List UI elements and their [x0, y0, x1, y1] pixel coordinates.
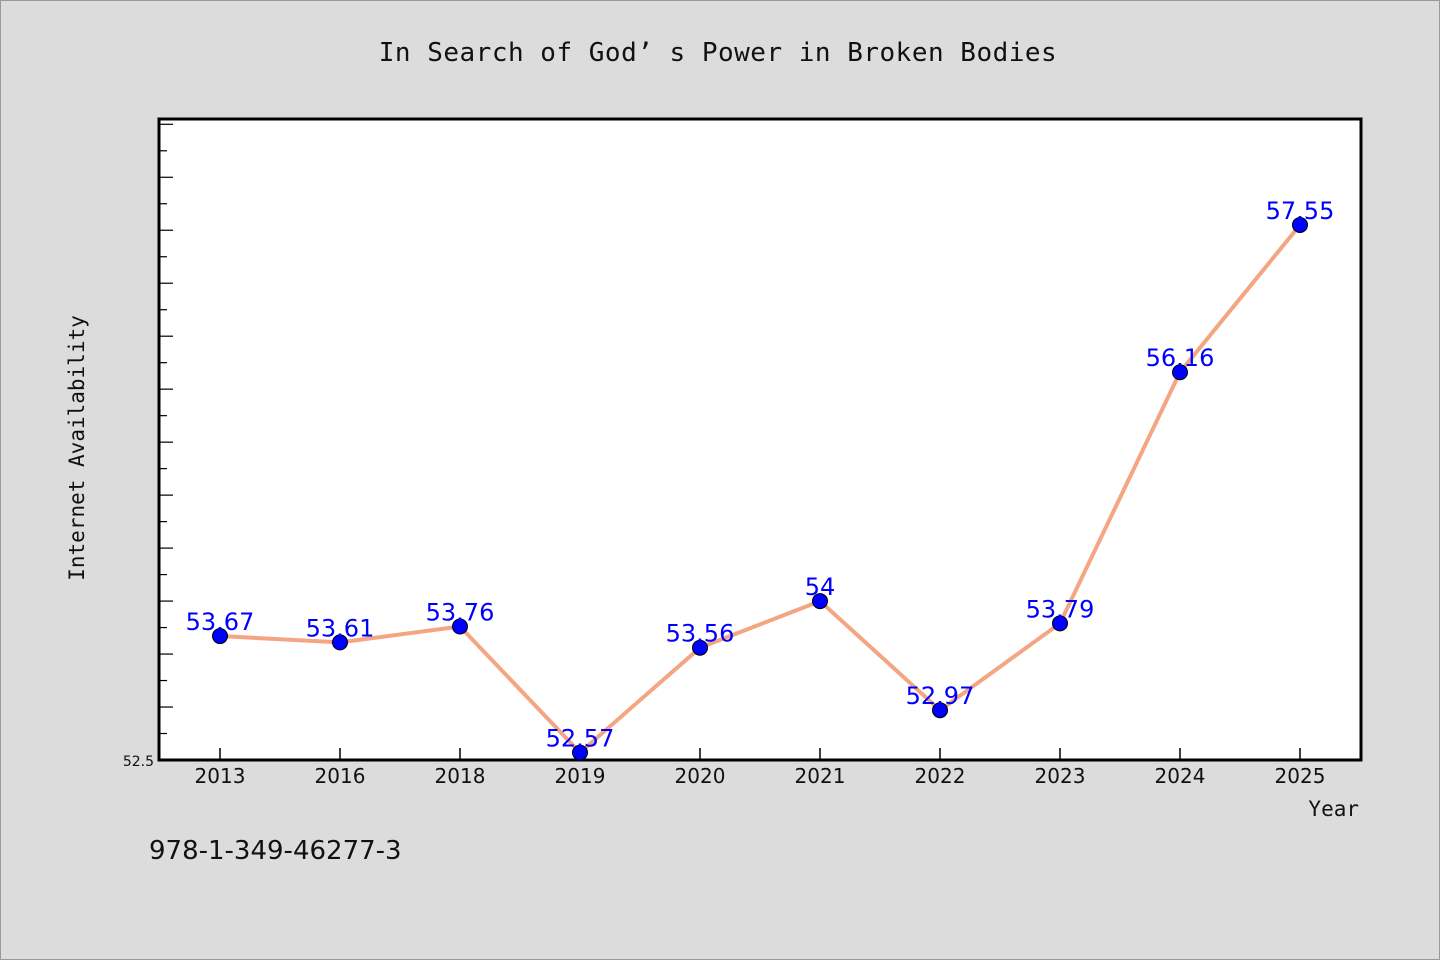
isbn-text: 978-1-349-46277-3: [149, 836, 402, 866]
data-label: 53.61: [306, 614, 375, 642]
data-point: [572, 744, 588, 761]
x-tick-label: 2013: [195, 764, 246, 788]
data-label: 53.56: [666, 620, 735, 648]
y-axis-label: Internet Availability: [65, 315, 89, 581]
x-tick-label: 2022: [915, 764, 966, 788]
data-labels: 53.67 53.61 53.76 52.57 53.56 54 52.97 53.79 56.…: [186, 197, 1335, 753]
y-axis-ticks: [159, 123, 173, 735]
x-axis-ticks: 2013 2016 2018 2019 2020 2021 2022 2023 2024 2025: [195, 748, 1326, 788]
data-label: 53.79: [1026, 595, 1095, 623]
data-label: 53.76: [426, 599, 495, 627]
data-point: [932, 702, 948, 719]
data-point: [692, 639, 708, 656]
data-point: [452, 618, 468, 635]
data-label: 52.57: [546, 725, 615, 753]
data-point: [332, 634, 348, 651]
x-tick-label: 2023: [1035, 764, 1086, 788]
plot-area: [157, 117, 1363, 762]
y-tick-label-min: 52.5: [123, 754, 154, 770]
x-tick-label: 2024: [1155, 764, 1206, 788]
x-tick-label: 2016: [315, 764, 366, 788]
data-point: [1292, 216, 1308, 233]
data-label: 52.97: [906, 682, 975, 710]
chart-title: In Search of God’ s Power in Broken Bodi…: [378, 38, 1058, 68]
series-line: [219, 223, 1302, 755]
x-tick-label: 2021: [795, 764, 846, 788]
x-tick-label: 2019: [555, 764, 606, 788]
x-tick-label: 2020: [675, 764, 726, 788]
x-tick-label: 2025: [1275, 764, 1326, 788]
data-point: [1172, 364, 1188, 381]
x-axis-label: Year: [1308, 797, 1359, 821]
data-label: 53.67: [186, 608, 255, 636]
x-tick-label: 2018: [435, 764, 486, 788]
data-point: [812, 593, 828, 610]
data-label: 57.55: [1266, 197, 1335, 225]
data-label: 54: [805, 573, 836, 601]
data-point: [212, 628, 228, 645]
series-markers: [212, 216, 1308, 761]
data-point: [1052, 615, 1068, 632]
data-label: 56.16: [1146, 344, 1215, 372]
